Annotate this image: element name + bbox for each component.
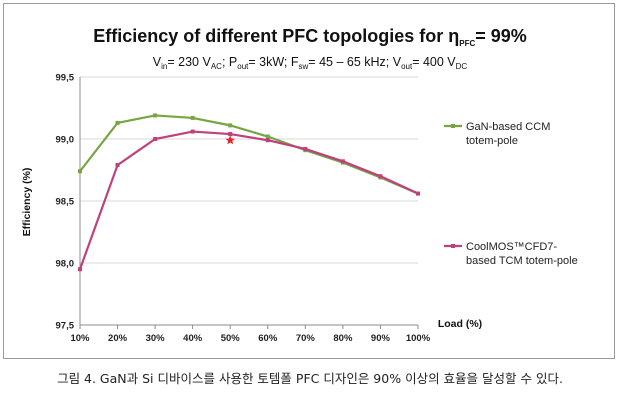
data-point-coolmos-cfd7-based-tcm-totem-pole xyxy=(115,163,120,168)
data-point-coolmos-cfd7-based-tcm-totem-pole xyxy=(190,129,195,134)
x-tick-label: 60% xyxy=(258,333,278,344)
data-point-gan-based-ccm-totem-pole xyxy=(78,169,82,174)
target-star-marker xyxy=(225,135,235,145)
data-point-coolmos-cfd7-based-tcm-totem-pole xyxy=(303,146,308,151)
y-tick-label: 98,5 xyxy=(56,197,75,208)
data-point-coolmos-cfd7-based-tcm-totem-pole xyxy=(340,159,345,164)
y-tick-label: 99,0 xyxy=(56,135,75,146)
data-point-gan-based-ccm-totem-pole xyxy=(228,123,233,128)
x-tick-label: 70% xyxy=(296,333,316,344)
legend-label: CoolMOS™CFD7- xyxy=(466,241,557,253)
legend: GaN-based CCM totem-pole CoolMOS™CFD7- base… xyxy=(444,121,578,267)
data-point-coolmos-cfd7-based-tcm-totem-pole xyxy=(153,137,158,141)
figure-frame: Efficiency of different PFC topologies f… xyxy=(3,3,615,359)
x-tick-label: 100% xyxy=(406,333,431,344)
efficiency-chart: Efficiency of different PFC topologies f… xyxy=(21,26,578,345)
data-point-coolmos-cfd7-based-tcm-totem-pole xyxy=(416,191,420,196)
x-tick-label: 20% xyxy=(108,333,128,344)
x-tick-label: 30% xyxy=(146,333,166,344)
legend-marker-gan-based-ccm-totem-pole xyxy=(451,124,455,128)
y-tick-label: 97,5 xyxy=(56,321,75,332)
y-tick-label: 98,0 xyxy=(56,259,75,270)
legend-label: GaN-based CCM xyxy=(466,121,550,133)
legend-label: based TCM totem-pole xyxy=(466,255,578,267)
data-point-gan-based-ccm-totem-pole xyxy=(115,120,120,125)
data-point-coolmos-cfd7-based-tcm-totem-pole xyxy=(78,267,82,272)
y-axis-label: Efficiency (%) xyxy=(21,168,33,237)
figure-caption: 그림 4. GaN과 Si 디바이스를 사용한 토템폴 PFC 디자인은 90%… xyxy=(57,371,563,386)
chart-subtitle: Vin= 230 VAC; Pout= 3kW; Fsw= 45 – 65 kH… xyxy=(153,55,468,71)
series-line-gan-based-ccm-totem-pole xyxy=(79,114,419,195)
x-axis-label: Load (%) xyxy=(438,318,482,330)
plot-area: 97,5 98,0 98,5 99,0 99,5 10% 20% 30% 40% 50% 60% 70… xyxy=(56,73,431,345)
x-tick-label: 10% xyxy=(70,333,90,344)
chart-title: Efficiency of different PFC topologies f… xyxy=(93,26,527,48)
data-point-coolmos-cfd7-based-tcm-totem-pole xyxy=(265,138,270,143)
data-point-coolmos-cfd7-based-tcm-totem-pole xyxy=(378,174,383,179)
legend-marker-coolmos-cfd7-based-tcm-totem-pole xyxy=(451,244,455,248)
data-point-gan-based-ccm-totem-pole xyxy=(265,134,270,139)
data-point-coolmos-cfd7-based-tcm-totem-pole xyxy=(228,132,233,137)
series-line-coolmos-cfd7-based-tcm-totem-pole xyxy=(78,130,419,270)
x-tick-label: 90% xyxy=(371,333,391,344)
x-tick-label: 40% xyxy=(183,333,203,344)
data-point-gan-based-ccm-totem-pole xyxy=(190,115,195,120)
x-tick-label: 80% xyxy=(333,333,353,344)
legend-label: totem-pole xyxy=(466,135,518,147)
data-point-gan-based-ccm-totem-pole xyxy=(153,113,158,118)
x-tick-label: 50% xyxy=(221,333,241,344)
y-tick-label: 99,5 xyxy=(56,73,75,84)
